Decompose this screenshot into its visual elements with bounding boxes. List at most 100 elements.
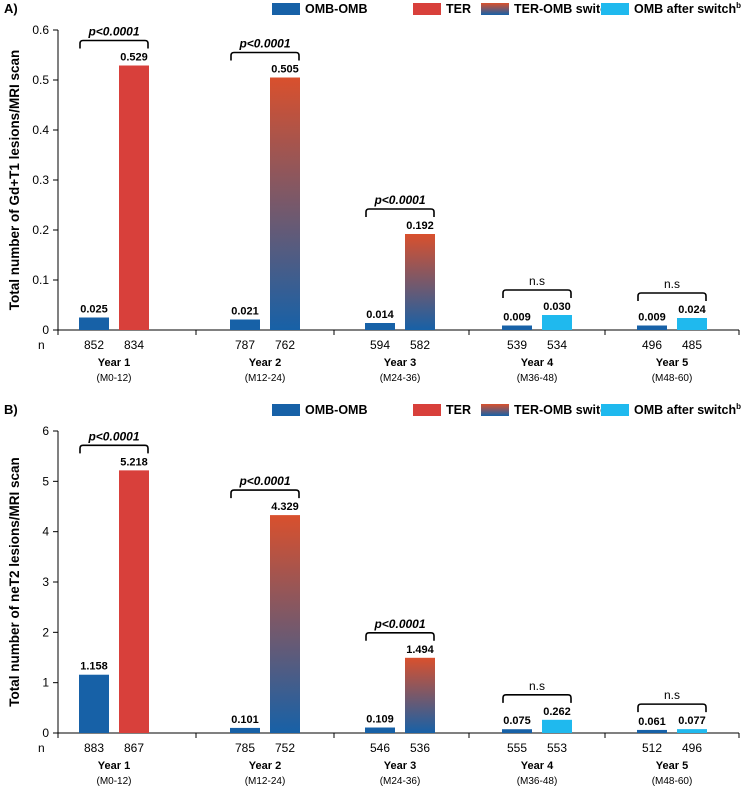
n-value: 752 [275,741,295,755]
year-label: Year 3 [384,357,416,369]
y-tick-label: 1 [42,676,49,690]
bar-value-label: 4.329 [271,501,299,513]
n-value: 594 [370,338,390,352]
significance-label: n.s [529,679,545,693]
bar-value-label: 0.101 [231,714,259,726]
bar-value-label: 1.158 [80,661,108,673]
month-range-label: (M48-60) [652,373,693,384]
y-tick-label: 0.3 [32,173,49,187]
significance-label: p<0.0001 [373,193,425,207]
significance-bracket [365,632,435,641]
significance-bracket [502,694,572,703]
n-value: 485 [682,338,702,352]
bar-value-label: 0.262 [543,706,571,718]
significance-bracket [502,289,572,298]
n-value: 787 [235,338,255,352]
bar-ter [119,65,149,330]
year-label: Year 2 [249,760,281,772]
bar-omb_omb [365,323,395,330]
legend-swatch-ter [413,3,441,15]
y-tick-label: 0.6 [32,23,49,37]
n-value: 867 [124,741,144,755]
y-tick-label: 0 [42,323,49,337]
legend-swatch-omb_after [601,3,629,15]
significance-label: p<0.0001 [238,474,290,488]
y-tick-label: 4 [42,525,49,539]
bar-value-label: 0.021 [231,306,259,318]
n-value: 852 [84,338,104,352]
bar-value-label: 0.024 [678,304,706,316]
bar-omb_omb [79,317,109,330]
y-tick-label: 3 [42,575,49,589]
legend-text: OMB-OMB [305,2,368,16]
y-tick-label: 0 [42,726,49,740]
legend-label-omb_omb: OMB-OMB [305,2,368,16]
year-label: Year 1 [98,357,130,369]
month-range-label: (M48-60) [652,776,693,787]
bar-value-label: 0.075 [503,715,531,727]
bar-omb_omb [637,325,667,330]
year-label: Year 2 [249,357,281,369]
bar-value-label: 0.061 [638,716,666,728]
bar-value-label: 0.077 [678,715,706,727]
significance-label: p<0.0001 [87,25,139,39]
n-value: 534 [547,338,567,352]
n-label: n [38,338,45,352]
n-value: 539 [507,338,527,352]
legend-label-ter: TER [446,2,471,16]
bar-value-label: 0.505 [271,64,299,76]
bar-omb_omb [365,727,395,733]
legend-swatch-omb_omb [272,3,300,15]
bar-omb_omb [502,729,532,733]
n-value: 546 [370,741,390,755]
year-label: Year 3 [384,760,416,772]
bar-switch [270,77,300,330]
legend-swatch-omb_after [601,404,629,416]
year-label: Year 4 [521,357,554,369]
bar-value-label: 0.014 [366,309,394,321]
significance-label: n.s [529,274,545,288]
legend-text: TER-OMB switch [514,403,615,417]
bar-value-label: 0.109 [366,714,394,726]
bar-switch [405,234,435,330]
significance-label: p<0.0001 [238,37,290,51]
legend-text: TER [446,403,471,417]
bar-omb_after [542,719,572,733]
bar-omb_omb [230,319,260,330]
bar-omb_after [542,315,572,330]
bar-value-label: 0.192 [406,220,434,232]
month-range-label: (M12-24) [245,373,286,384]
bar-omb_omb [502,325,532,330]
y-tick-label: 2 [42,625,49,639]
month-range-label: (M12-24) [245,776,286,787]
n-value: 536 [410,741,430,755]
n-value: 496 [642,338,662,352]
year-label: Year 4 [521,760,554,772]
y-axis-label: Total number of Gd+T1 lesions/MRI scan [7,50,22,310]
n-value: 512 [642,741,662,755]
year-label: Year 5 [656,760,688,772]
legend-swatch-ter [413,404,441,416]
legend-swatch-omb_omb [272,404,300,416]
month-range-label: (M36-48) [517,776,558,787]
significance-bracket [637,292,707,301]
legend-text: OMB after switch [634,2,736,16]
significance-bracket [79,444,149,454]
n-value: 834 [124,338,144,352]
month-range-label: (M24-36) [380,776,421,787]
significance-label: n.s [664,688,680,702]
significance-label: p<0.0001 [373,617,425,631]
legend-label-omb_after: OMB after switchb [634,402,741,417]
month-range-label: (M0-12) [96,776,131,787]
y-tick-label: 0.4 [32,123,49,137]
legend-label-omb_omb: OMB-OMB [305,403,368,417]
n-value: 496 [682,741,702,755]
bar-value-label: 0.529 [120,52,148,64]
significance-label: p<0.0001 [87,429,139,443]
month-range-label: (M24-36) [380,373,421,384]
y-tick-label: 0.2 [32,223,49,237]
significance-bracket [230,489,300,499]
